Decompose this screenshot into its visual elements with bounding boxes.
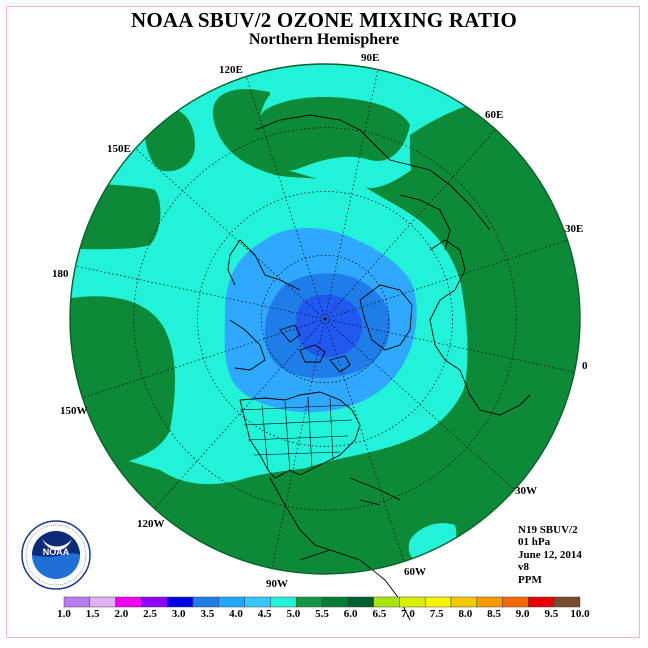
colorbar-swatch xyxy=(476,596,503,608)
region-5.5-6.0-southwest xyxy=(70,296,175,470)
region-5.5-6.0-east xyxy=(250,95,580,560)
region-3.5-4.0 xyxy=(296,294,363,358)
meridian-line xyxy=(135,148,326,320)
meridian-line xyxy=(324,318,575,373)
version-label: v8 xyxy=(518,561,529,574)
colorbar-swatch xyxy=(553,596,581,608)
chart-subtitle: Northern Hemisphere xyxy=(248,31,400,48)
colorbar-swatch xyxy=(373,596,400,608)
lon-label-60e: 60E xyxy=(485,109,504,121)
date-label: June 12, 2014 xyxy=(518,548,582,561)
meridian-line xyxy=(245,76,326,320)
meridian-line xyxy=(324,69,379,320)
latitude-circle xyxy=(197,191,453,447)
colorbar-tick-label: 4.0 xyxy=(229,608,243,620)
colorbar-tick-label: 9.5 xyxy=(544,608,559,620)
colorbar-tick-label: 8.0 xyxy=(458,608,473,620)
colorbar-tick-label: 5.0 xyxy=(286,608,301,620)
info-block: N19 SBUV/2 01 hPa June 12, 2014 v8 PPM xyxy=(518,524,582,586)
lon-label-0: 0 xyxy=(582,360,588,372)
lon-label-90w: 90W xyxy=(266,578,288,590)
colorbar-swatch xyxy=(192,596,220,608)
meridian-line xyxy=(324,318,515,490)
colorbar-swatch xyxy=(399,596,426,608)
colorbar-tick-label: 6.5 xyxy=(372,608,387,620)
colorbar-tick-label: 8.5 xyxy=(487,608,501,620)
region-5.5-6.0-northeast xyxy=(256,97,410,171)
graticule xyxy=(75,69,575,569)
colorbar xyxy=(63,596,581,608)
meridian-line xyxy=(324,318,405,562)
lon-label-120e: 120E xyxy=(219,64,243,76)
meridian-line xyxy=(271,318,326,569)
colorbar-swatch xyxy=(424,596,452,608)
colorbar-tick-label: 2.0 xyxy=(114,608,129,620)
meridian-line xyxy=(324,239,568,320)
meridian-line xyxy=(75,265,326,320)
hemisphere-boundary xyxy=(69,63,581,575)
noaa-logo: NOAA xyxy=(21,520,91,590)
colorbar-swatch xyxy=(528,596,555,608)
chart-title: NOAA SBUV/2 OZONE MIXING RATIO xyxy=(131,8,517,32)
lon-label-60w: 60W xyxy=(404,566,426,578)
noaa-logo-text: NOAA xyxy=(43,547,70,557)
colorbar-swatch xyxy=(244,596,271,608)
colorbar-tick-label: 7.5 xyxy=(429,608,444,620)
meridian-line xyxy=(324,129,496,320)
meridian-line xyxy=(154,318,326,509)
latitude-circle xyxy=(260,254,390,384)
colorbar-tick-label: 3.0 xyxy=(171,608,186,620)
lon-label-30e: 30E xyxy=(565,223,584,235)
colorbar-swatch xyxy=(89,596,116,608)
units-label: PPM xyxy=(518,573,542,586)
colorbar-swatch xyxy=(166,596,194,608)
lon-label-180: 180 xyxy=(52,268,69,280)
lon-label-150w: 150W xyxy=(60,405,88,417)
map-frame xyxy=(6,6,640,638)
lon-label-150e: 150E xyxy=(107,143,131,155)
colorbar-swatch xyxy=(295,596,323,608)
colorbar-tick-label: 9.0 xyxy=(515,608,530,620)
colorbar-swatch xyxy=(502,596,529,608)
colorbar-tick-label: 5.5 xyxy=(315,608,329,620)
colorbar-tick-label: 4.5 xyxy=(257,608,272,620)
colorbar-tick-label: 2.5 xyxy=(143,608,157,620)
colorbar-swatch xyxy=(218,596,245,608)
region-5.5-6.0-west xyxy=(70,180,161,250)
colorbar-swatch xyxy=(321,596,349,608)
colorbar-swatch xyxy=(141,596,168,608)
colorbar-swatch xyxy=(347,596,374,608)
pressure-level-label: 01 hPa xyxy=(518,536,551,549)
colorbar-tick-label: 10.0 xyxy=(570,608,590,620)
lon-label-30w: 30W xyxy=(515,485,537,497)
colorbar-swatch xyxy=(270,596,297,608)
lon-label-90e: 90E xyxy=(361,52,380,64)
colorbar-swatch xyxy=(115,596,142,608)
colorbar-tick-label: 1.0 xyxy=(57,608,71,620)
coastlines xyxy=(227,114,531,621)
colorbar-swatch xyxy=(450,596,478,608)
colorbar-tick-label: 6.0 xyxy=(343,608,358,620)
latitude-circle xyxy=(133,127,517,511)
instrument-label: N19 SBUV/2 xyxy=(518,524,578,536)
meridian-line xyxy=(82,318,326,399)
colorbar-tick-label: 7.0 xyxy=(401,608,415,620)
colorbar-tick-label: 1.5 xyxy=(85,608,100,620)
lon-label-120w: 120W xyxy=(137,518,165,530)
colorbar-swatch xyxy=(63,596,91,608)
colorbar-tick-label: 3.5 xyxy=(200,608,215,620)
